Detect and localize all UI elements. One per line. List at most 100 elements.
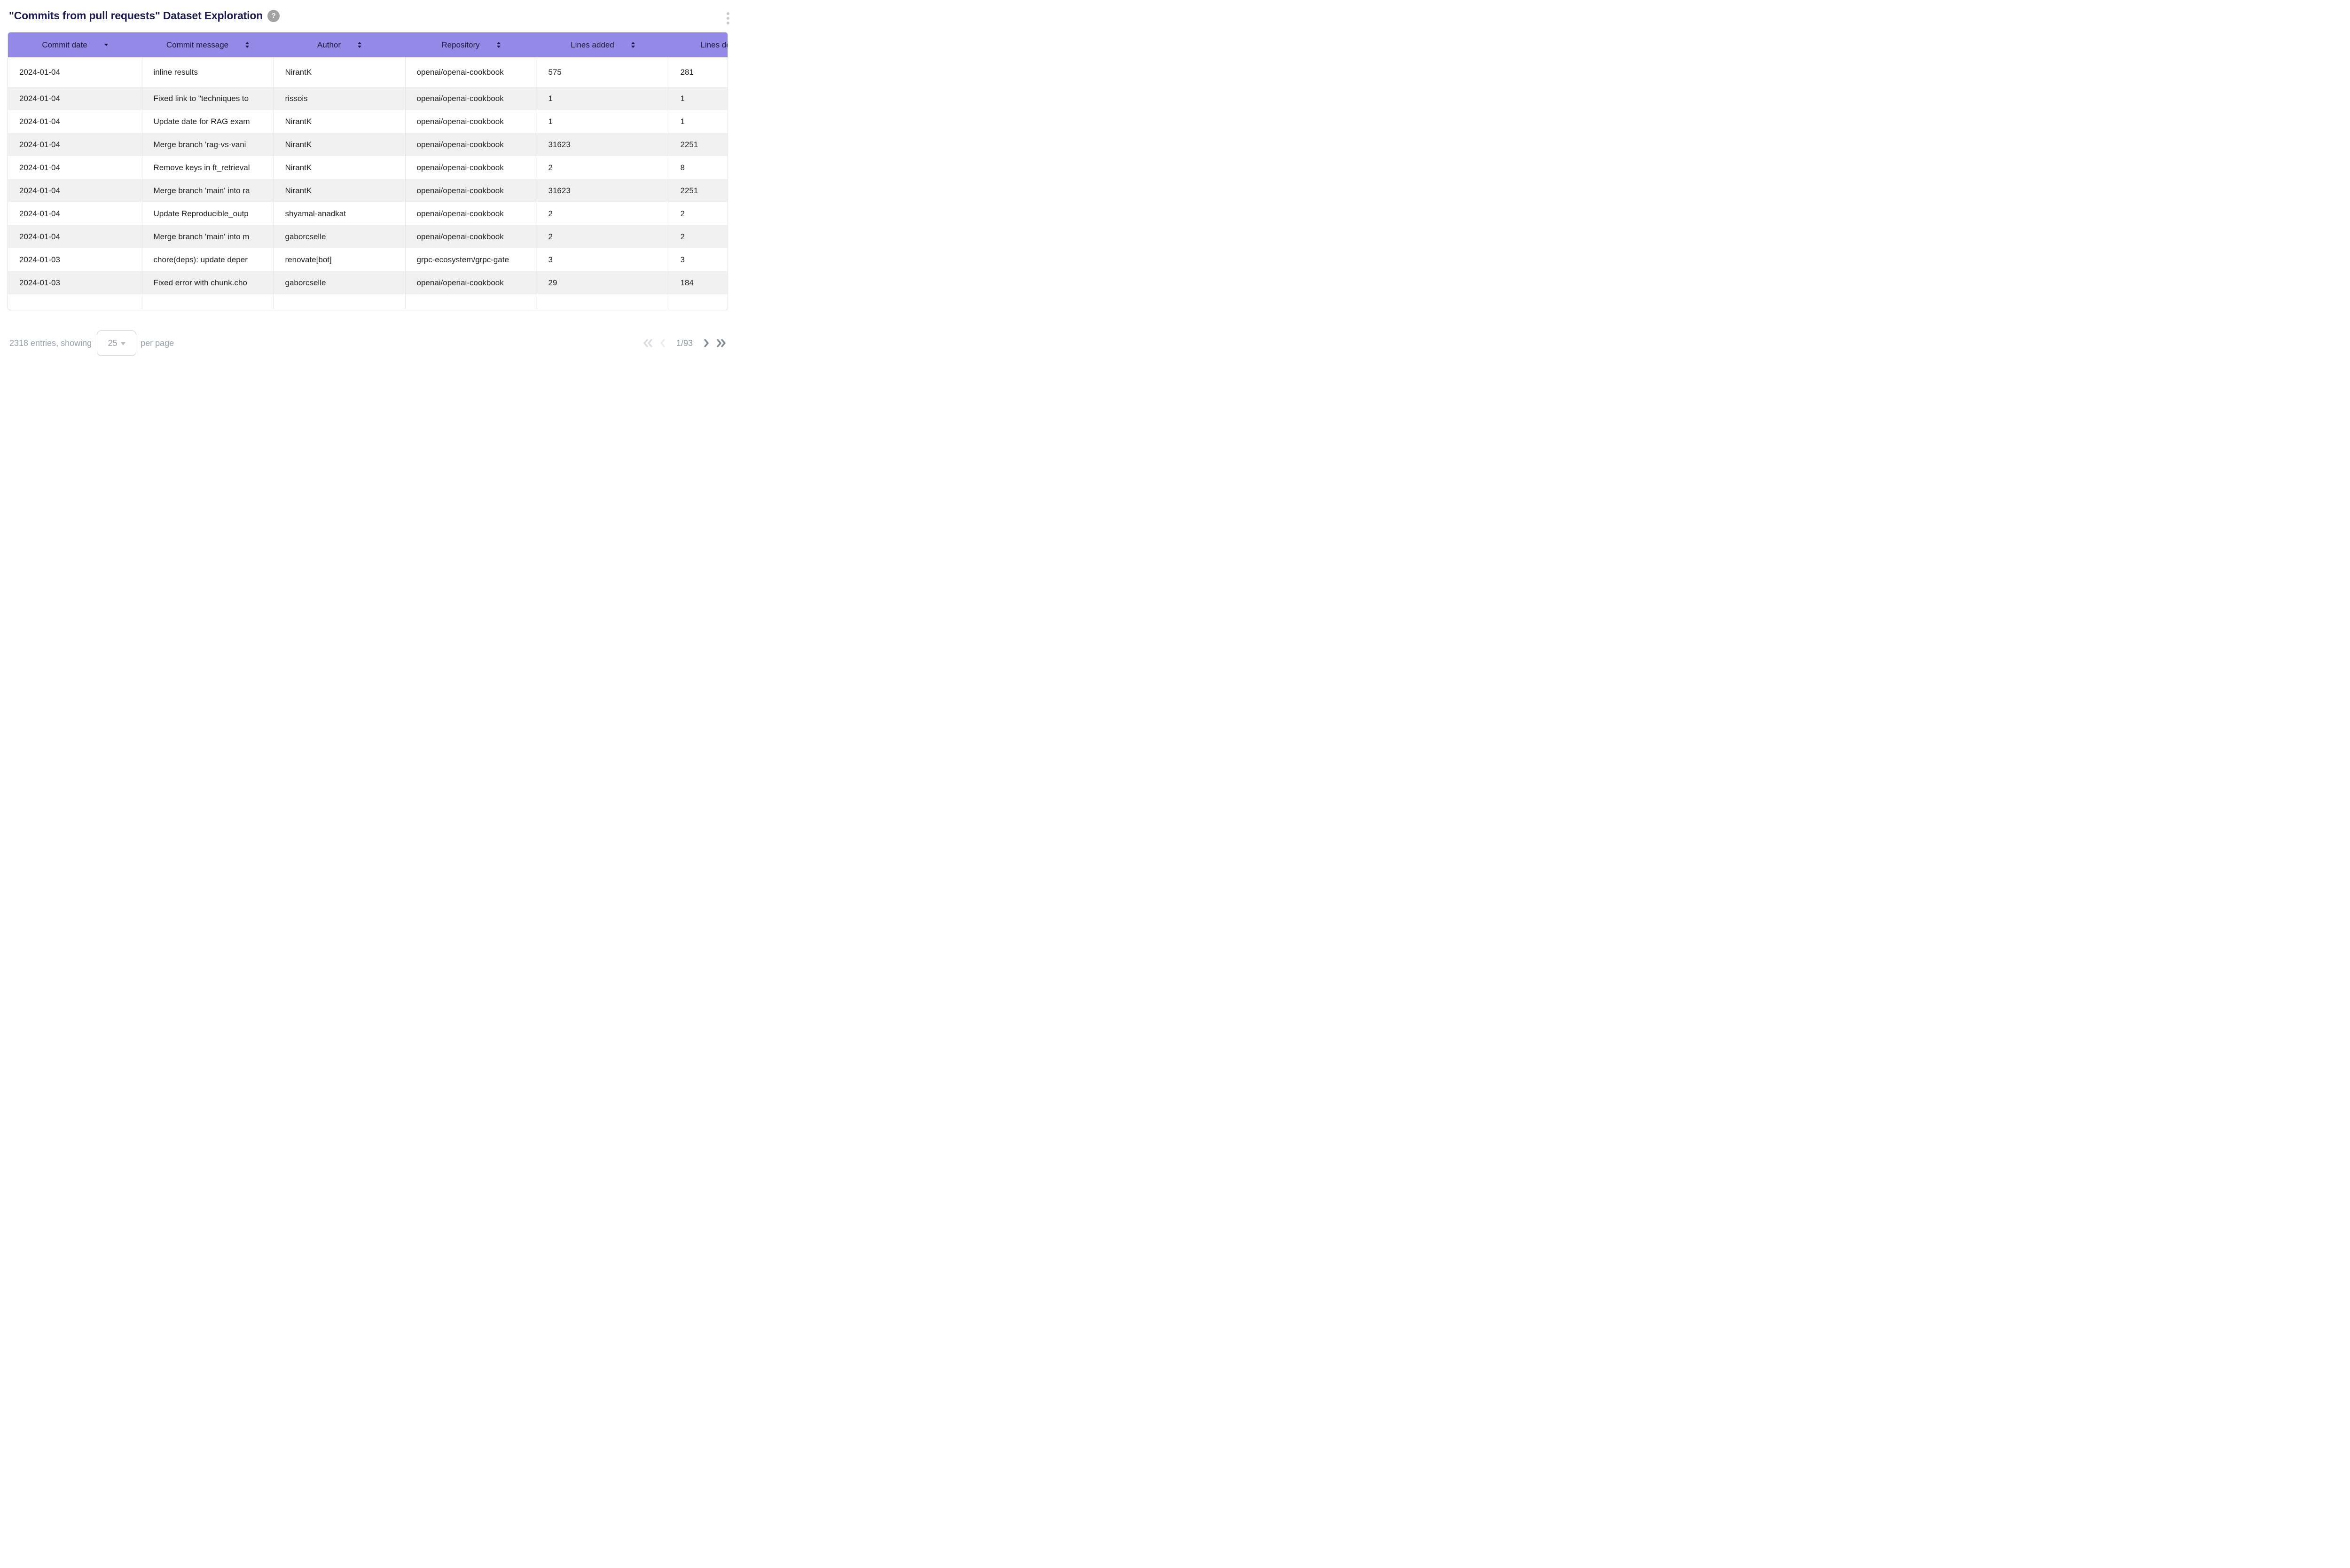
double-chevron-right-icon: [717, 339, 726, 347]
double-chevron-left-icon: [643, 339, 652, 347]
data-table-card: Commit date Commit message Author Repositor…: [8, 32, 728, 310]
table-row: 2024-01-04 Update Reproducible_outp shyama…: [8, 202, 728, 225]
column-header-commit-message[interactable]: Commit message: [142, 32, 274, 57]
cell-date: 2024-01-03: [19, 278, 60, 287]
cell-added: 575: [536, 57, 669, 87]
cell-added: 1: [536, 87, 669, 110]
table-row: 2024-01-04 Remove keys in ft_retrieval Nir…: [8, 156, 728, 179]
column-header-label: Commit message: [166, 40, 229, 49]
cell-message: Fixed link to "techniques to: [141, 87, 274, 110]
column-header-lines-deleted[interactable]: Lines deleted: [669, 32, 728, 57]
cell-repo: openai/openai-cookbook: [405, 57, 537, 87]
cell-author: gaborcselle: [273, 225, 405, 248]
cell-added: 2: [536, 225, 669, 248]
previous-page-button[interactable]: [658, 338, 667, 348]
cell-message: chore(deps): update deper: [141, 248, 274, 271]
table-row-partial: [8, 294, 728, 309]
page-size-value: 25: [108, 338, 118, 348]
cell-repo: openai/openai-cookbook: [405, 110, 537, 133]
first-page-button[interactable]: [642, 338, 654, 348]
chevron-down-icon: [120, 342, 125, 345]
cell-date: 2024-01-04: [19, 209, 60, 218]
cell-date: 2024-01-04: [19, 140, 60, 149]
cell-added: 2: [536, 156, 669, 179]
sort-icon: [631, 42, 635, 48]
cell-repo: openai/openai-cookbook: [405, 179, 537, 202]
column-header-label: Commit date: [42, 40, 87, 49]
column-header-commit-date[interactable]: Commit date: [8, 32, 142, 57]
cell-deleted: 1: [668, 110, 728, 133]
cell-author: NirantK: [273, 179, 405, 202]
cell-repo: openai/openai-cookbook: [405, 87, 537, 110]
dataset-exploration-page: "Commits from pull requests" Dataset Exp…: [0, 0, 737, 367]
cell-date: 2024-01-04: [19, 117, 60, 126]
cell-date: 2024-01-04: [19, 232, 60, 241]
table-row: 2024-01-04 Update date for RAG exam Nirant…: [8, 110, 728, 133]
cell-repo: openai/openai-cookbook: [405, 202, 537, 225]
column-header-repository[interactable]: Repository: [405, 32, 537, 57]
sort-desc-icon: [104, 44, 108, 46]
commits-table: Commit date Commit message Author Repositor…: [8, 32, 728, 309]
cell-deleted: 2: [668, 202, 728, 225]
cell-author: rissois: [273, 87, 405, 110]
table-header-row: Commit date Commit message Author Repositor…: [8, 32, 728, 57]
sort-icon: [358, 42, 362, 48]
table-row: 2024-01-04 Merge branch 'main' into ra Nir…: [8, 179, 728, 202]
sort-icon: [245, 42, 250, 48]
table-row: 2024-01-04 Merge branch 'main' into m gabo…: [8, 225, 728, 248]
cell-deleted: 2251: [668, 179, 728, 202]
page-size-select[interactable]: 25: [97, 330, 137, 356]
cell-message: inline results: [141, 57, 274, 87]
cell-deleted: 2251: [668, 133, 728, 156]
cell-date: 2024-01-04: [19, 67, 60, 77]
cell-repo: openai/openai-cookbook: [405, 133, 537, 156]
table-row: 2024-01-04 inline results NirantK openai/op…: [8, 57, 728, 87]
cell-date: 2024-01-04: [19, 94, 60, 103]
pagination-bar: 2318 entries, showing 25 per page 1/93: [9, 329, 728, 357]
cell-author: NirantK: [273, 156, 405, 179]
cell-author: gaborcselle: [273, 271, 405, 294]
last-page-button[interactable]: [715, 338, 728, 348]
page-title: "Commits from pull requests" Dataset Exp…: [9, 9, 263, 22]
cell-repo: grpc-ecosystem/grpc-gate: [405, 248, 537, 271]
table-row: 2024-01-04 Merge branch 'rag-vs-vani Niran…: [8, 133, 728, 156]
cell-deleted: 3: [668, 248, 728, 271]
cell-deleted: 281: [668, 57, 728, 87]
cell-repo: openai/openai-cookbook: [405, 156, 537, 179]
per-page-label: per page: [141, 338, 174, 348]
cell-message: Merge branch 'main' into ra: [141, 179, 274, 202]
entries-summary: 2318 entries, showing: [9, 338, 92, 348]
column-header-label: Repository: [441, 40, 480, 49]
sort-icon: [496, 42, 501, 48]
help-icon-glyph: ?: [271, 12, 276, 20]
cell-message: Remove keys in ft_retrieval: [141, 156, 274, 179]
cell-date: 2024-01-03: [19, 255, 60, 264]
cell-author: renovate[bot]: [273, 248, 405, 271]
cell-author: NirantK: [273, 133, 405, 156]
chevron-right-icon: [704, 339, 709, 347]
cell-repo: openai/openai-cookbook: [405, 271, 537, 294]
help-icon[interactable]: ?: [267, 9, 280, 22]
cell-author: NirantK: [273, 110, 405, 133]
cell-deleted: 184: [668, 271, 728, 294]
cell-added: 1: [536, 110, 669, 133]
cell-deleted: 8: [668, 156, 728, 179]
table-body: 2024-01-04 inline results NirantK openai/op…: [8, 57, 728, 309]
column-header-lines-added[interactable]: Lines added: [537, 32, 669, 57]
cell-date: 2024-01-04: [19, 163, 60, 172]
chevron-left-icon: [660, 339, 665, 347]
cell-date: 2024-01-04: [19, 186, 60, 195]
cell-message: Fixed error with chunk.cho: [141, 271, 274, 294]
cell-repo: openai/openai-cookbook: [405, 225, 537, 248]
kebab-menu-icon[interactable]: [726, 11, 730, 25]
cell-deleted: 2: [668, 225, 728, 248]
cell-added: 31623: [536, 133, 669, 156]
cell-message: Update Reproducible_outp: [141, 202, 274, 225]
cell-message: Merge branch 'rag-vs-vani: [141, 133, 274, 156]
cell-added: 29: [536, 271, 669, 294]
next-page-button[interactable]: [702, 338, 711, 348]
pager-controls: 1/93: [642, 338, 728, 348]
column-header-author[interactable]: Author: [274, 32, 405, 57]
column-header-label: Author: [317, 40, 341, 49]
table-row: 2024-01-03 chore(deps): update deper renov…: [8, 248, 728, 271]
